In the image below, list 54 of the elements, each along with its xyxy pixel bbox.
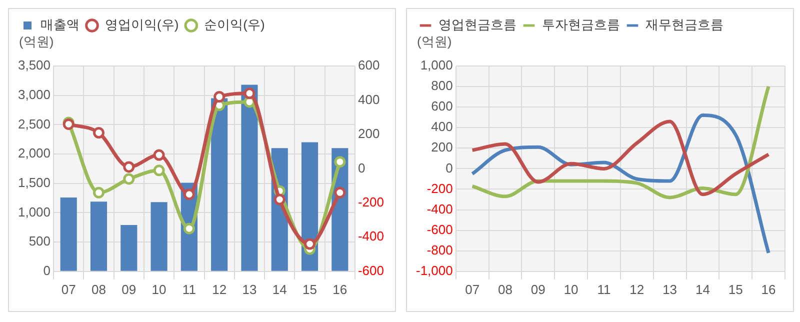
y2-tick-label: 0	[358, 160, 366, 176]
y-tick-label: 800	[431, 78, 453, 94]
legend-label: 영업현금흐름	[438, 17, 516, 32]
y-axis-title: (억원)	[417, 34, 452, 50]
y-axis-title: (억원)	[19, 34, 54, 50]
x-tick-label: 15	[728, 282, 743, 297]
y2-tick-label: 400	[358, 92, 380, 107]
x-tick-label: 11	[597, 282, 611, 297]
y-tick-label: 0	[43, 262, 51, 278]
y-tick-label: 0	[446, 160, 453, 176]
y-tick-label: -400	[426, 201, 453, 216]
x-tick-label: 14	[272, 282, 287, 297]
x-tick-label: 07	[61, 282, 76, 297]
y-tick-label: 200	[431, 140, 453, 155]
x-tick-label: 16	[761, 282, 776, 297]
x-tick-label: 14	[695, 282, 710, 297]
y-tick-label: 1,500	[18, 174, 51, 190]
x-tick-label: 12	[212, 282, 227, 297]
y2-tick-label: -400	[358, 228, 384, 244]
x-tick-label: 16	[332, 282, 348, 297]
y-tick-label: 500	[28, 234, 51, 249]
x-tick-label: 08	[92, 282, 106, 297]
x-tick-label: 08	[498, 282, 512, 297]
legend-label: 순이익(우)	[204, 17, 265, 32]
y-tick-label: -1,000	[416, 262, 453, 278]
y-tick-label: 3,000	[18, 86, 51, 102]
x-tick-label: 09	[122, 282, 136, 297]
y-tick-label: -800	[426, 242, 453, 258]
x-tick-label: 13	[662, 282, 678, 297]
y-tick-label: -200	[426, 180, 453, 196]
legend-label: 영업이익(우)	[105, 17, 179, 32]
y-tick-label: 600	[431, 98, 453, 114]
legend-label: 투자현금흐름	[542, 17, 620, 32]
y-tick-label: 1,000	[18, 204, 51, 220]
y-tick-label: 3,500	[18, 58, 51, 73]
legend-label: 재무현금흐름	[646, 17, 724, 32]
x-tick-label: 11	[182, 282, 196, 297]
x-tick-label: 09	[530, 282, 546, 297]
legend-label: 매출액	[40, 17, 80, 32]
x-tick-label: 15	[302, 282, 317, 297]
y-tick-label: -600	[426, 222, 453, 237]
x-tick-label: 12	[630, 282, 644, 297]
x-tick-label: 13	[242, 282, 257, 297]
y-tick-label: 1,000	[420, 58, 453, 73]
y-tick-label: 2,000	[18, 146, 51, 161]
x-tick-label: 07	[465, 282, 480, 297]
y2-tick-label: 200	[358, 126, 380, 142]
y-tick-label: 2,500	[18, 116, 51, 132]
x-tick-label: 10	[152, 282, 166, 297]
y-tick-label: 400	[431, 119, 453, 134]
y2-tick-label: -200	[358, 194, 384, 210]
y2-tick-label: -600	[358, 262, 384, 278]
y2-tick-label: 600	[358, 58, 380, 73]
x-tick-label: 10	[564, 282, 578, 297]
